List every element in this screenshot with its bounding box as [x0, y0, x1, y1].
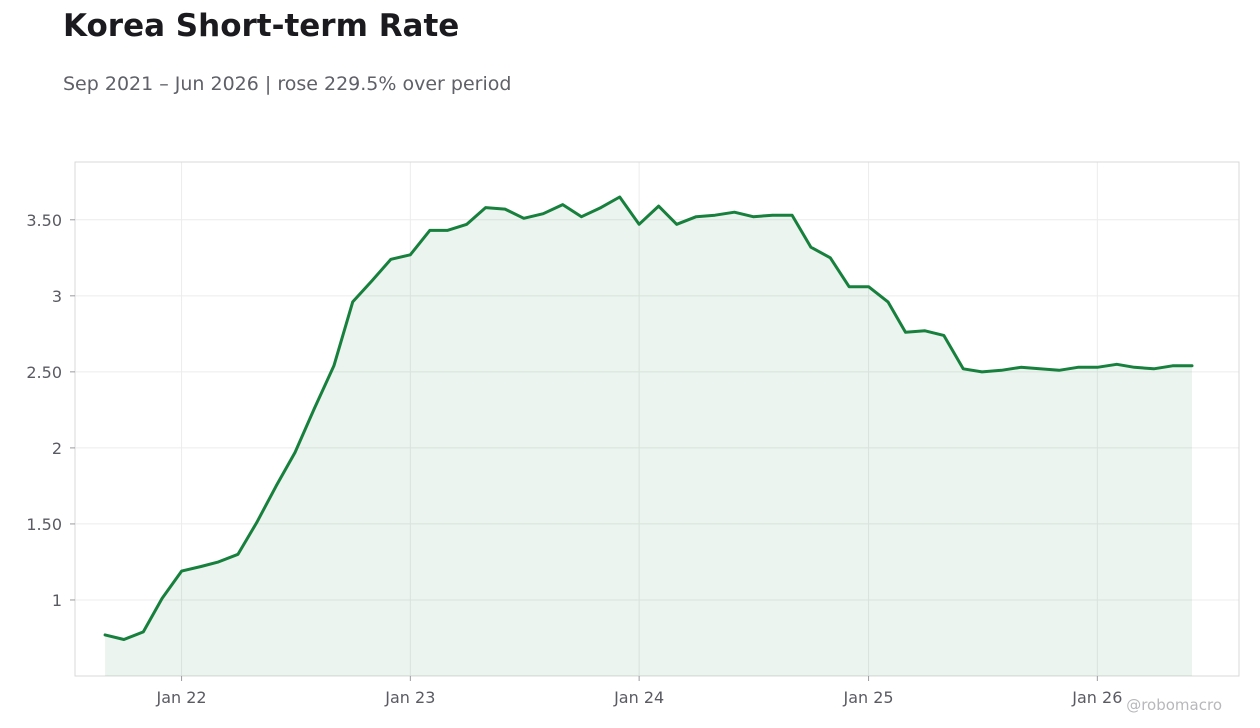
data-point: [1133, 366, 1136, 369]
data-point: [1171, 364, 1174, 367]
y-axis-ticks: 1 1.50 2 2.50 3 3.50: [26, 211, 75, 610]
data-point: [313, 407, 316, 410]
data-point: [962, 367, 965, 370]
data-point: [580, 215, 583, 218]
y-tick-label: 3: [52, 287, 62, 306]
x-axis-ticks: Jan 22 Jan 23 Jan 24 Jan 25 Jan 26: [156, 676, 1122, 707]
data-point: [180, 569, 183, 573]
x-tick-label: Jan 24: [613, 688, 664, 707]
data-point: [542, 212, 545, 215]
data-point: [217, 560, 220, 564]
data-point: [275, 484, 278, 488]
x-tick-label: Jan 22: [156, 688, 207, 707]
data-point: [1076, 366, 1080, 369]
data-point: [370, 279, 374, 282]
data-point: [122, 638, 126, 641]
chart-subtitle: Sep 2021 – Jun 2026 | rose 229.5% over p…: [63, 73, 512, 95]
data-point: [713, 214, 717, 217]
data-point: [199, 565, 203, 568]
data-point: [790, 214, 794, 217]
data-point: [103, 633, 107, 637]
watermark: @robomacro: [1126, 696, 1222, 714]
data-point: [733, 211, 736, 214]
series-line: [103, 195, 1194, 641]
data-point: [160, 597, 164, 600]
data-point: [255, 521, 258, 524]
y-tick-label: 2: [52, 439, 62, 458]
data-point: [409, 253, 412, 256]
data-point: [351, 300, 354, 304]
data-point: [771, 214, 774, 217]
data-point: [886, 300, 890, 304]
data-point: [503, 207, 507, 211]
x-tick-label: Jan 25: [842, 688, 893, 707]
data-point: [1038, 367, 1041, 370]
data-point: [1115, 363, 1119, 366]
data-point: [522, 217, 525, 220]
data-point: [561, 203, 564, 206]
data-point: [465, 223, 468, 226]
x-tick-label: Jan 23: [384, 688, 435, 707]
data-point: [389, 258, 393, 261]
data-point: [829, 256, 832, 259]
data-point: [695, 215, 698, 218]
data-point: [484, 206, 487, 209]
data-point: [657, 204, 660, 208]
y-tick-label: 2.50: [26, 363, 62, 382]
data-point: [809, 246, 813, 249]
y-tick-label: 1.50: [26, 515, 62, 534]
data-point: [752, 215, 755, 218]
data-point: [847, 285, 851, 288]
data-point: [1019, 366, 1023, 369]
area-fill: [105, 197, 1193, 676]
data-point: [236, 553, 240, 556]
data-point: [1190, 364, 1194, 367]
data-points: [103, 195, 1194, 641]
data-point: [1096, 366, 1099, 369]
x-tick-label: Jan 26: [1071, 688, 1122, 707]
data-point: [1000, 369, 1003, 372]
data-point: [980, 370, 984, 374]
data-point: [142, 630, 145, 634]
data-point: [637, 223, 641, 226]
data-point: [446, 229, 449, 232]
data-point: [599, 206, 603, 209]
data-point: [867, 285, 870, 288]
data-point: [904, 331, 907, 334]
data-point: [293, 451, 297, 454]
y-tick-label: 1: [52, 591, 62, 610]
chart-title: Korea Short-term Rate: [63, 8, 460, 44]
data-point: [618, 195, 621, 199]
grid-lines: [75, 162, 1239, 676]
data-point: [1057, 369, 1061, 372]
data-point: [1152, 367, 1156, 370]
data-point: [332, 364, 336, 367]
plot-frame: [74, 161, 1240, 677]
data-point: [675, 223, 678, 226]
data-point: [942, 334, 945, 337]
y-tick-label: 3.50: [26, 211, 62, 230]
data-point: [923, 329, 927, 332]
data-point: [428, 229, 431, 232]
